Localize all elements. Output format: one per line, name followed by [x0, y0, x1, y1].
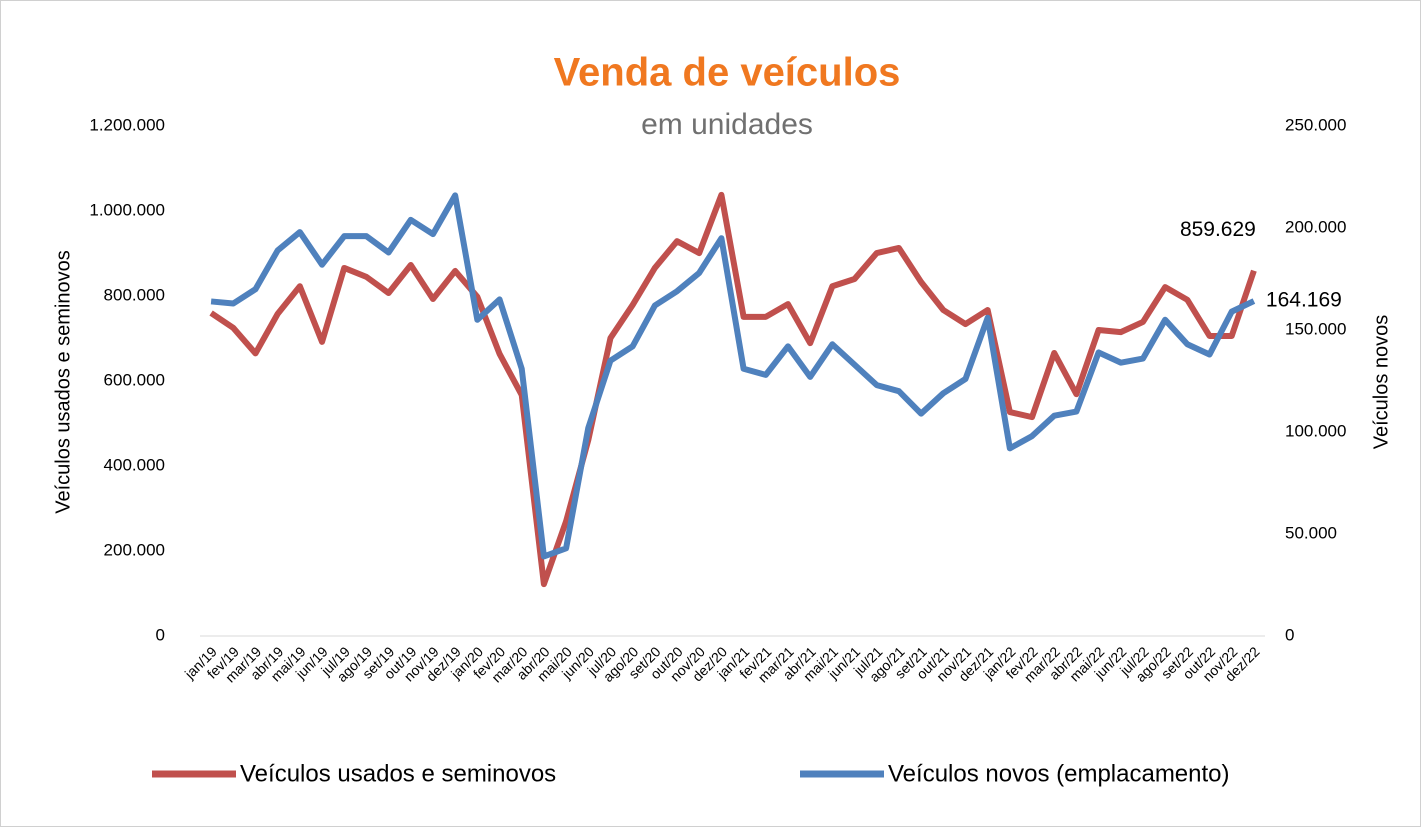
y-axis-label: Veículos usados e seminovos: [52, 250, 74, 514]
y-tick-label: 400.000: [104, 455, 165, 474]
y2-tick-label: 100.000: [1285, 421, 1346, 440]
value-label: 859.629: [1180, 218, 1256, 241]
legend-label: Veículos novos (emplacamento): [888, 760, 1230, 787]
y-tick-label: 0: [156, 625, 165, 644]
value-label: 164.169: [1266, 289, 1342, 312]
series-line: [209, 191, 1257, 588]
y-tick-label: 200.000: [104, 540, 165, 559]
y2-tick-label: 200.000: [1285, 217, 1346, 236]
y2-tick-label: 250.000: [1285, 115, 1346, 134]
y-tick-label: 1.000.000: [89, 200, 165, 219]
y2-tick-label: 0: [1285, 625, 1294, 644]
chart-subtitle: em unidades: [641, 108, 813, 141]
series-line: [210, 192, 1256, 560]
y-tick-label: 800.000: [104, 285, 165, 304]
y2-tick-label: 50.000: [1285, 523, 1337, 542]
y2-tick-label: 150.000: [1285, 319, 1346, 338]
y-tick-label: 1.200.000: [89, 115, 165, 134]
legend-label: Veículos usados e seminovos: [240, 760, 556, 787]
y-tick-label: 600.000: [104, 370, 165, 389]
y2-axis-label: Veículos novos: [1370, 315, 1392, 450]
chart-title: Venda de veículos: [554, 51, 901, 95]
